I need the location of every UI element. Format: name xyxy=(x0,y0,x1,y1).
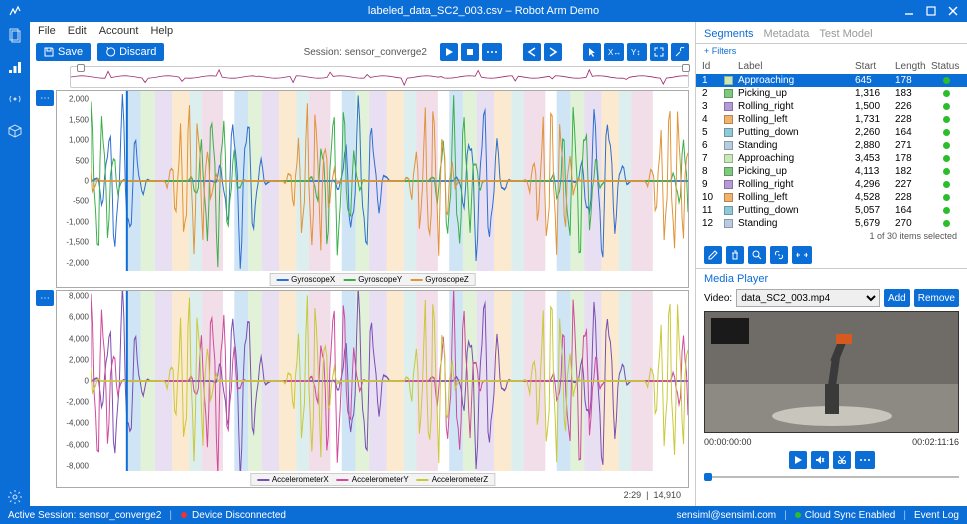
menu-help[interactable]: Help xyxy=(150,25,173,37)
video-frame xyxy=(704,311,959,433)
chart-position-footer: 2:29 | 14,910 xyxy=(36,490,689,504)
overview-handle-left[interactable] xyxy=(77,64,85,72)
tab-test-model[interactable]: Test Model xyxy=(819,28,872,43)
status-eventlog[interactable]: Event Log xyxy=(914,510,959,521)
segments-selection-footer: 1 of 30 items selected xyxy=(696,230,967,242)
minimize-icon[interactable] xyxy=(903,5,915,17)
chart1-menu-button[interactable]: ⋯ xyxy=(36,90,54,106)
segment-row[interactable]: 9Rolling_right4,296227 xyxy=(696,178,967,191)
segment-row[interactable]: 5Putting_down2,260164 xyxy=(696,126,967,139)
video-label: Video: xyxy=(704,293,732,304)
fit-button[interactable] xyxy=(650,43,668,61)
segment-row[interactable]: 2Picking_up1,316183 xyxy=(696,87,967,100)
nav-package-icon[interactable] xyxy=(6,122,24,140)
seg-expand-button[interactable] xyxy=(792,246,812,264)
video-play-button[interactable] xyxy=(789,451,807,469)
save-button-label: Save xyxy=(58,46,83,58)
seg-zoom-button[interactable] xyxy=(748,246,766,264)
chart-gyroscope: 2,0001,5001,0005000-500-1,000-1,500-2,00… xyxy=(56,90,689,288)
statusbar: Active Session: sensor_converge2 | Devic… xyxy=(0,506,967,524)
overview-strip[interactable] xyxy=(70,66,689,88)
menu-file[interactable]: File xyxy=(38,25,56,37)
segment-row[interactable]: 10Rolling_left4,528228 xyxy=(696,191,967,204)
nav-settings-icon[interactable] xyxy=(6,488,24,506)
seg-edit-button[interactable] xyxy=(704,246,722,264)
left-nav xyxy=(0,22,30,506)
seg-link-button[interactable] xyxy=(770,246,788,264)
video-more-button[interactable] xyxy=(855,451,875,469)
segments-table: IdLabelStartLengthStatus 1Approaching645… xyxy=(696,58,967,230)
overview-handle-right[interactable] xyxy=(682,64,690,72)
video-add-button[interactable]: Add xyxy=(884,289,910,307)
media-player-panel: Media Player Video: data_SC2_003.mp4 Add… xyxy=(696,268,967,487)
discard-button[interactable]: Discard xyxy=(97,43,164,61)
zoom-y-button[interactable]: Y↕ xyxy=(627,43,647,61)
save-button[interactable]: Save xyxy=(36,43,91,61)
menu-edit[interactable]: Edit xyxy=(68,25,87,37)
segment-row[interactable]: 12Standing5,679270 xyxy=(696,217,967,230)
main-toolbar: Save Discard Session: sensor_converge2 X… xyxy=(30,40,695,64)
chart-accelerometer: 8,0006,0004,0002,0000-2,000-4,000-6,000-… xyxy=(56,290,689,488)
tab-segments[interactable]: Segments xyxy=(704,28,754,43)
chart1-legend: GyroscopeXGyroscopeYGyroscopeZ xyxy=(269,273,476,286)
video-time-total: 00:02:11:16 xyxy=(912,437,959,447)
status-email[interactable]: sensiml@sensiml.com xyxy=(676,510,776,521)
right-tabs: Segments Metadata Test Model xyxy=(696,22,967,44)
maximize-icon[interactable] xyxy=(925,5,937,17)
play-button[interactable] xyxy=(440,43,458,61)
menu-account[interactable]: Account xyxy=(99,25,139,37)
video-slider[interactable] xyxy=(704,473,959,481)
discard-button-label: Discard xyxy=(119,46,156,58)
titlebar: labeled_data_SC2_003.csv – Robot Arm Dem… xyxy=(0,0,967,22)
segment-row[interactable]: 7Approaching3,453178 xyxy=(696,152,967,165)
cursor-tool-button[interactable] xyxy=(583,43,601,61)
close-icon[interactable] xyxy=(947,5,959,17)
record-button[interactable] xyxy=(461,43,479,61)
segment-row[interactable]: 3Rolling_right1,500226 xyxy=(696,100,967,113)
segment-row[interactable]: 1Approaching645178 xyxy=(696,74,967,87)
video-mute-button[interactable] xyxy=(811,451,829,469)
status-cloud[interactable]: Cloud Sync Enabled xyxy=(805,510,896,521)
next-segment-button[interactable] xyxy=(544,43,562,61)
window-title: labeled_data_SC2_003.csv – Robot Arm Dem… xyxy=(0,5,967,17)
filters-toggle[interactable]: + Filters xyxy=(696,44,967,58)
video-time-current: 00:00:00:00 xyxy=(704,437,752,447)
nav-label-icon[interactable] xyxy=(6,58,24,76)
nav-files-icon[interactable] xyxy=(6,26,24,44)
svg-text:X↔: X↔ xyxy=(608,48,620,57)
status-session: Active Session: sensor_converge2 xyxy=(8,510,161,521)
segment-row[interactable]: 11Putting_down5,057164 xyxy=(696,204,967,217)
media-title: Media Player xyxy=(704,273,959,285)
segments-toolbar xyxy=(696,242,967,268)
status-device: Device Disconnected xyxy=(192,510,286,521)
video-cut-button[interactable] xyxy=(833,451,851,469)
video-remove-button[interactable]: Remove xyxy=(914,289,959,307)
zoom-x-button[interactable]: X↔ xyxy=(604,43,624,61)
app-logo-icon xyxy=(9,5,21,17)
session-label: Session: sensor_converge2 xyxy=(304,47,431,58)
segment-row[interactable]: 8Picking_up4,113182 xyxy=(696,165,967,178)
chart2-menu-button[interactable]: ⋯ xyxy=(36,290,54,306)
prev-segment-button[interactable] xyxy=(523,43,541,61)
nav-stream-icon[interactable] xyxy=(6,90,24,108)
segment-row[interactable]: 6Standing2,880271 xyxy=(696,139,967,152)
more-button[interactable] xyxy=(482,43,502,61)
tools-button[interactable] xyxy=(671,43,689,61)
menubar: File Edit Account Help xyxy=(30,22,695,40)
seg-delete-button[interactable] xyxy=(726,246,744,264)
chart2-legend: AccelerometerXAccelerometerYAcceleromete… xyxy=(250,473,495,486)
tab-metadata[interactable]: Metadata xyxy=(764,28,810,43)
segment-row[interactable]: 4Rolling_left1,731228 xyxy=(696,113,967,126)
video-select[interactable]: data_SC2_003.mp4 xyxy=(736,289,880,307)
svg-text:Y↕: Y↕ xyxy=(631,48,640,57)
